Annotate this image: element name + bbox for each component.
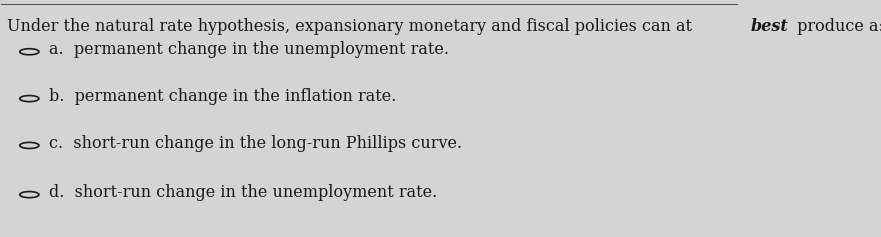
Text: produce a:: produce a: — [792, 18, 881, 35]
Text: Under the natural rate hypothesis, expansionary monetary and fiscal policies can: Under the natural rate hypothesis, expan… — [7, 18, 698, 35]
Text: b.  permanent change in the inflation rate.: b. permanent change in the inflation rat… — [49, 88, 396, 105]
Text: a.  permanent change in the unemployment rate.: a. permanent change in the unemployment … — [49, 41, 449, 58]
Text: best: best — [751, 18, 788, 35]
Text: d.  short-run change in the unemployment rate.: d. short-run change in the unemployment … — [49, 184, 438, 201]
Text: c.  short-run change in the long-run Phillips curve.: c. short-run change in the long-run Phil… — [49, 135, 463, 152]
